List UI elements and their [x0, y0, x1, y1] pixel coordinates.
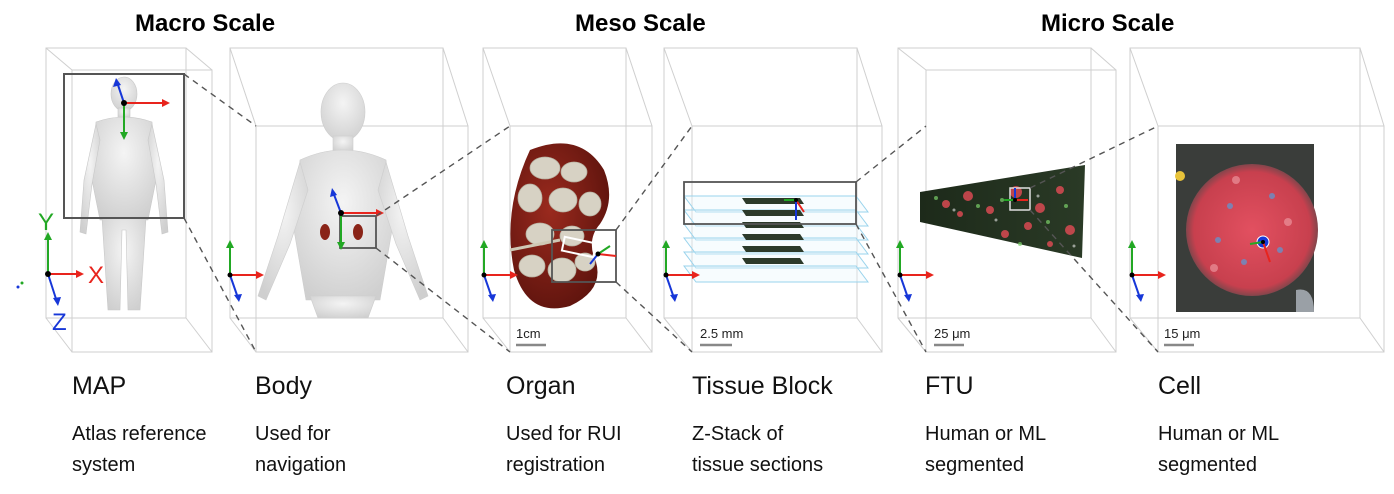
- stage-name-body: Body: [255, 372, 312, 400]
- ftu-scale-bar-label: 25 μm: [934, 326, 970, 341]
- stage-desc-line: Z-Stack of: [692, 423, 784, 445]
- axis-x-label: X: [88, 262, 104, 289]
- stage-desc-line: Human or ML: [925, 423, 1047, 445]
- organ-box: [482, 47, 653, 353]
- stage-desc-map: Atlas reference system: [72, 419, 252, 481]
- micro-scale-title: Micro Scale: [1041, 10, 1175, 37]
- ftu-tissue-slice: [920, 165, 1085, 258]
- stage-desc-tissue-block: Z-Stack of tissue sections: [692, 419, 872, 481]
- organ-block-axes: [589, 245, 617, 265]
- map-focus-frame: [63, 73, 185, 219]
- stage-name-map: MAP: [72, 372, 127, 400]
- stage-desc-ftu: Human or ML segmented: [925, 419, 1105, 481]
- axis-y-label: Y: [38, 209, 54, 236]
- body-corner-axes: [226, 240, 264, 302]
- connector-map-body: [183, 73, 257, 353]
- stage-desc-line: registration: [506, 454, 605, 476]
- tissue-stack: [683, 195, 869, 283]
- stage-desc-body: Used for navigation: [255, 419, 435, 481]
- organ-scale-bar: 1cm: [516, 326, 546, 347]
- meso-scale-title: Meso Scale: [575, 10, 706, 37]
- ftu-corner-axes: [896, 240, 934, 302]
- organ-kidney-illustration: [509, 143, 610, 309]
- map-box: [45, 47, 213, 353]
- stage-name-cell: Cell: [1158, 372, 1202, 400]
- map-main-axes: [44, 232, 84, 306]
- connector-body-organ: [375, 125, 511, 353]
- stage-desc-line: system: [72, 454, 136, 476]
- organ-corner-axes: [480, 240, 518, 302]
- stage-desc-line: navigation: [255, 454, 347, 476]
- cell-corner-axes: [1128, 240, 1166, 302]
- scale-diagram: X Y Z: [16, 47, 1385, 353]
- stage-desc-line: segmented: [1158, 454, 1257, 476]
- tissue-scale-bar: 2.5 mm: [700, 326, 743, 347]
- tissue-scale-bar-label: 2.5 mm: [700, 326, 743, 341]
- small-dots-icon: [16, 281, 24, 289]
- stage-desc-line: Human or ML: [1158, 423, 1280, 445]
- ftu-local-axes: [1004, 188, 1028, 202]
- map-head-axes: [113, 78, 170, 140]
- macro-scale-title: Macro Scale: [135, 10, 276, 37]
- connector-tissue-ftu: [855, 125, 927, 353]
- stage-name-tissue-block: Tissue Block: [692, 372, 833, 400]
- stage-desc-organ: Used for RUI registration: [506, 419, 686, 481]
- tissue-box: [663, 47, 883, 353]
- stage-name-organ: Organ: [506, 372, 576, 400]
- stage-desc-cell: Human or ML segmented: [1158, 419, 1338, 481]
- tissue-corner-axes: [662, 240, 700, 302]
- axis-z-label: Z: [52, 309, 67, 336]
- cell-microscopy-image: [1175, 144, 1318, 312]
- ftu-scale-bar: 25 μm: [934, 326, 970, 347]
- stage-desc-line: Used for: [255, 423, 331, 445]
- body-torso-figure: [257, 82, 429, 319]
- tissue-focus-frame: [683, 181, 857, 225]
- cell-local-axes: [1249, 235, 1271, 263]
- tissue-block-axes: [784, 198, 805, 220]
- cell-scale-bar-label: 15 μm: [1164, 326, 1200, 341]
- stage-desc-line: Used for RUI: [506, 423, 622, 445]
- cell-scale-bar: 15 μm: [1164, 326, 1200, 347]
- stage-desc-line: tissue sections: [692, 454, 824, 476]
- body-kidney-axes: [330, 188, 384, 250]
- cell-box: [1129, 47, 1385, 353]
- body-kidneys: [320, 224, 363, 240]
- stage-name-ftu: FTU: [925, 372, 974, 400]
- organ-scale-bar-label: 1cm: [516, 326, 541, 341]
- stage-desc-line: segmented: [925, 454, 1024, 476]
- stage-desc-line: Atlas reference: [72, 423, 207, 445]
- connector-ftu-cell: [1029, 125, 1159, 353]
